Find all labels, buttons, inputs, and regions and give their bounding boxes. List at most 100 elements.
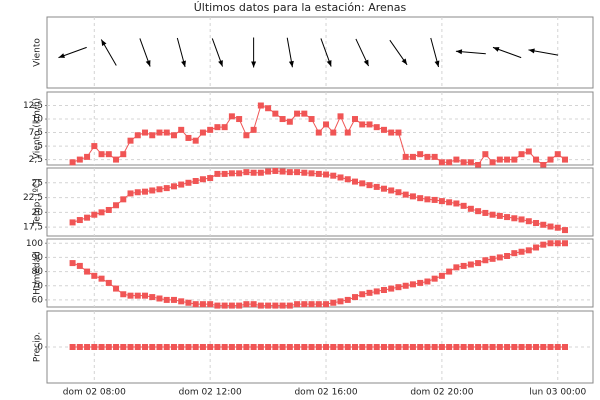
data-marker (417, 195, 424, 202)
data-marker (134, 132, 141, 139)
data-marker (446, 344, 453, 350)
data-marker (467, 205, 474, 212)
data-marker (431, 275, 438, 282)
data-marker (142, 129, 148, 136)
x-tick-label: dom 02 20:00 (410, 388, 473, 398)
data-marker (113, 156, 120, 163)
data-marker (417, 279, 424, 286)
data-marker (265, 302, 272, 309)
data-marker (156, 344, 163, 350)
data-marker (424, 196, 431, 203)
data-marker (337, 298, 344, 305)
arrow-head (101, 39, 107, 46)
arrow-head (218, 60, 223, 67)
data-marker (525, 247, 532, 254)
data-marker (142, 292, 148, 299)
data-marker (330, 299, 337, 306)
data-marker (286, 344, 293, 350)
data-marker (496, 254, 503, 261)
y-tick-label: 0 (37, 343, 43, 353)
data-marker (409, 344, 416, 350)
data-marker (518, 248, 525, 255)
data-marker (279, 168, 286, 175)
data-marker (134, 292, 141, 299)
data-marker (76, 344, 83, 350)
data-marker (228, 170, 235, 177)
data-marker (221, 170, 228, 177)
data-marker (265, 344, 272, 350)
y-axis-label: Viento (33, 38, 43, 67)
data-marker (76, 156, 83, 163)
data-marker (214, 124, 221, 131)
data-marker (301, 344, 308, 350)
data-marker (359, 344, 366, 350)
data-marker (315, 301, 322, 308)
data-marker (482, 151, 489, 158)
data-marker (257, 344, 264, 350)
data-marker (84, 214, 91, 221)
data-marker (113, 202, 120, 209)
data-marker (250, 301, 257, 308)
data-marker (504, 344, 511, 350)
data-marker (69, 344, 76, 350)
data-marker (424, 344, 431, 350)
data-marker (337, 344, 344, 350)
data-marker (409, 153, 416, 160)
data-marker (475, 344, 482, 350)
data-marker (199, 176, 206, 183)
data-marker (323, 121, 330, 128)
data-marker (214, 170, 221, 177)
wind-arrow (251, 37, 257, 68)
data-marker (431, 196, 438, 203)
data-marker (243, 132, 250, 139)
data-marker (286, 169, 293, 176)
arrow-head (363, 59, 369, 67)
data-marker (142, 344, 148, 350)
data-marker (127, 137, 134, 144)
data-marker (98, 275, 105, 282)
data-marker (265, 168, 272, 175)
chart-title: Últimos datos para la estación: Arenas (194, 1, 407, 14)
panel-frame (46, 91, 594, 166)
data-marker (359, 180, 366, 187)
data-marker (438, 344, 445, 350)
data-marker (113, 344, 120, 350)
data-marker (127, 292, 134, 299)
y-axis-label: Temp. (ºC) (33, 178, 43, 226)
data-marker (453, 264, 460, 271)
data-marker (294, 110, 301, 117)
y-tick-label: 90 (32, 253, 44, 263)
data-marker (134, 189, 141, 196)
data-marker (453, 200, 460, 207)
data-marker (409, 281, 416, 288)
data-marker (236, 116, 243, 123)
data-marker (105, 206, 112, 213)
arrow-head (401, 58, 408, 65)
data-marker (417, 151, 424, 158)
data-marker (105, 279, 112, 286)
data-marker (221, 302, 228, 309)
data-marker (243, 169, 250, 176)
data-marker (127, 190, 134, 197)
data-marker (149, 344, 156, 350)
data-marker (388, 187, 395, 194)
data-marker (424, 153, 431, 160)
data-marker (547, 240, 554, 247)
data-marker (395, 344, 402, 350)
y-tick-label: 20 (32, 208, 44, 218)
arrow-head (58, 53, 65, 58)
data-marker (496, 344, 503, 350)
data-marker (178, 126, 185, 133)
data-marker (156, 129, 163, 136)
data-marker (257, 169, 264, 176)
data-marker (330, 172, 337, 179)
data-marker (105, 344, 112, 350)
data-marker (243, 301, 250, 308)
data-marker (286, 118, 293, 125)
data-marker (489, 211, 496, 218)
data-marker (395, 284, 402, 291)
data-marker (301, 169, 308, 176)
data-marker (431, 344, 438, 350)
data-marker (84, 153, 91, 160)
